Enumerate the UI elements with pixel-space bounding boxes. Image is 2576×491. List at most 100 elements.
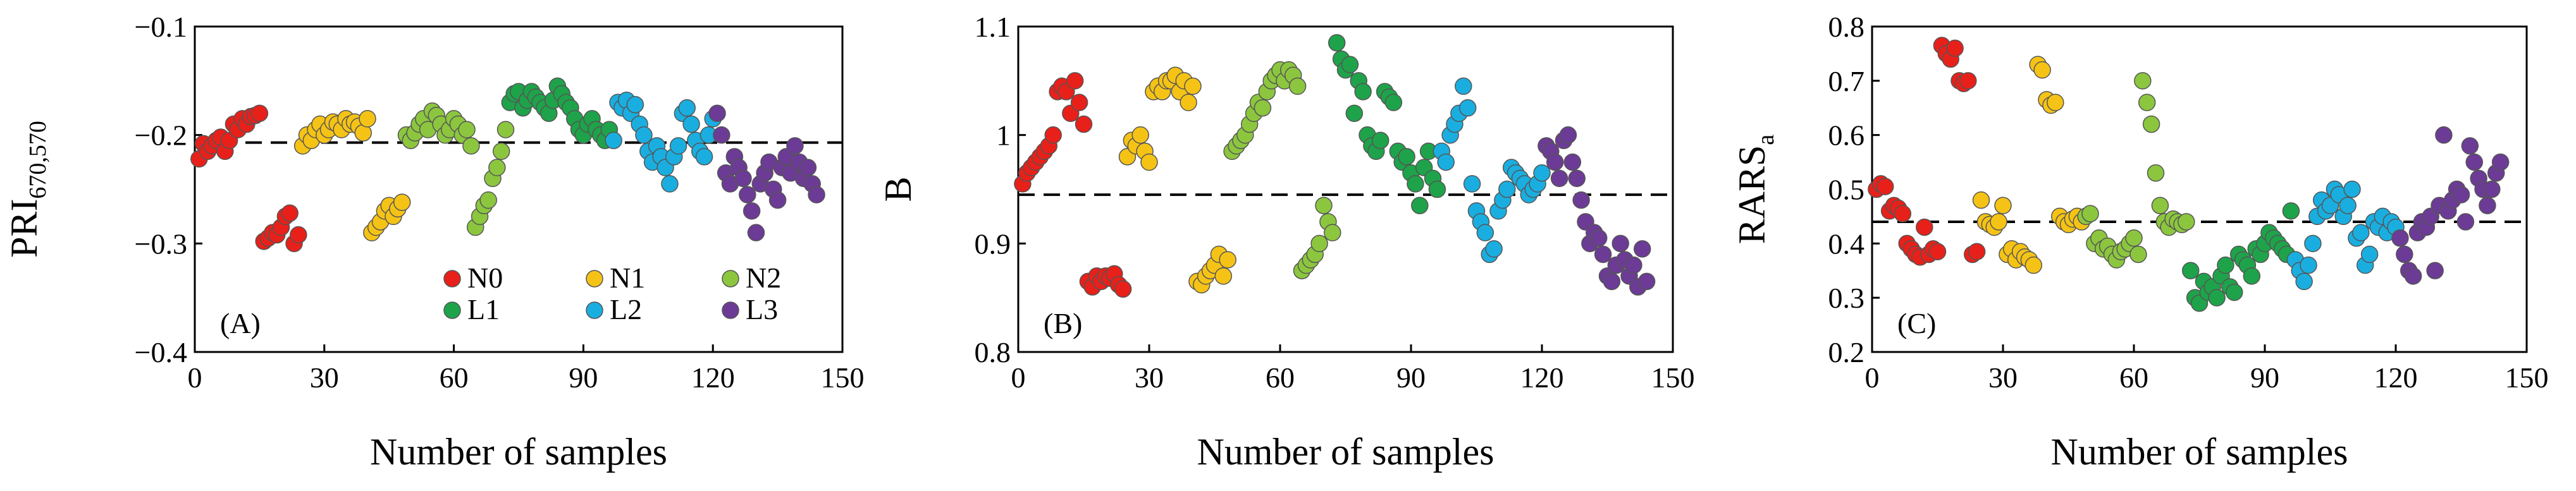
chart-b-point-l3	[1603, 272, 1621, 291]
chart-c-y-axis-title-main: RARS	[1731, 145, 1773, 245]
chart-a-point-n0	[281, 204, 299, 222]
chart-c-point-l3	[2465, 153, 2483, 171]
legend-marker-l2	[586, 301, 603, 319]
chart-b-point-n0	[1114, 280, 1132, 298]
chart-b-point-n1	[1180, 94, 1197, 111]
chart-c-point-n1	[1990, 213, 2007, 231]
chart-a-point-n0	[250, 104, 269, 123]
chart-b-point-l2	[1485, 240, 1503, 258]
chart-c-y-tick-label: 0.2	[1828, 336, 1865, 368]
legend-label-n1: N1	[610, 262, 645, 294]
chart-b-point-l3	[1625, 256, 1642, 274]
chart-c-point-n0	[1959, 72, 1977, 90]
chart-b-point-l1	[1345, 104, 1364, 123]
panel-c: 0.2 0.3 0.4 0.5 0.6 0.7 0.8 0 30 60 90 120 150 Number…	[1731, 11, 2549, 473]
chart-a-point-l2	[669, 137, 687, 155]
chart-b-point-l2	[1437, 153, 1455, 171]
chart-b-point-l3	[1589, 229, 1608, 247]
chart-c-point-n0	[1928, 243, 1947, 260]
chart-b-point-l1	[1407, 175, 1424, 193]
legend-label-l1: L1	[467, 293, 500, 325]
chart-a-x-tick-label: 120	[691, 361, 735, 394]
chart-b-y-tick-label: 1.1	[975, 11, 1011, 43]
chart-a-x-tick-label: 0	[188, 361, 202, 394]
panel-b: 0.8 0.9 1 1.1 0 30 60 90 120 150 Number of samples…	[877, 11, 1695, 473]
chart-c-point-l3	[2491, 153, 2510, 171]
chart-b-y-tick-label: 0.9	[975, 227, 1011, 260]
chart-c-point-l3	[2435, 126, 2453, 144]
chart-c-y-axis-title: RARSa	[1731, 135, 1779, 245]
chart-b-x-tick-label: 90	[1396, 361, 1426, 394]
chart-b-point-l1	[1411, 197, 1429, 214]
chart-b-point-n1	[1131, 126, 1149, 144]
chart-c-point-n1	[2047, 94, 2064, 111]
chart-c-point-n0	[1894, 205, 1912, 222]
chart-a-point-l3	[799, 159, 817, 176]
chart-c-point-l2	[2300, 256, 2317, 274]
chart-b-point-n2	[1288, 77, 1307, 95]
chart-c-x-axis-title: Number of samples	[2051, 431, 2348, 473]
chart-b-x-tick-label: 60	[1266, 361, 1295, 394]
chart-c-point-l3	[2426, 262, 2444, 279]
chart-b-point-n1	[1184, 77, 1202, 95]
panel-a: −0.4 −0.3 −0.2 −0.1 0 30 60 90 120 150 Number of s…	[3, 11, 865, 473]
chart-b-point-l3	[1559, 126, 1577, 144]
chart-a-point-l2	[682, 115, 700, 133]
chart-a-point-n2	[462, 137, 480, 155]
chart-c-point-n0	[1916, 218, 1933, 236]
chart-b-point-n1	[1140, 153, 1158, 171]
chart-c-point-l3	[2404, 267, 2422, 285]
chart-b-point-n2	[1324, 224, 1341, 241]
chart-a-y-axis-title: PRI670,570	[3, 121, 51, 258]
chart-a-x-tick-label: 60	[440, 361, 469, 394]
chart-a-point-l3	[743, 202, 761, 220]
chart-b-point-n2	[1315, 197, 1333, 214]
chart-a-point-l2	[626, 95, 644, 114]
chart-b-x-tick-label: 0	[1011, 361, 1026, 394]
chart-a-point-l3	[808, 186, 825, 203]
chart-c-y-tick-label: 0.3	[1828, 282, 1865, 314]
legend-label-n0: N0	[467, 262, 503, 294]
chart-a-point-n2	[488, 159, 506, 176]
chart-b-point-l1	[1341, 56, 1359, 73]
chart-b-point-l3	[1594, 245, 1612, 264]
chart-a-point-n2	[458, 121, 476, 138]
chart-c-point-l1	[2282, 202, 2300, 220]
chart-a-point-l3	[713, 126, 730, 144]
legend-label-l2: L2	[610, 293, 642, 325]
chart-b-point-l3	[1633, 240, 1651, 258]
chart-b-point-n2	[1310, 234, 1328, 253]
chart-a-x-axis-title: Number of samples	[370, 431, 667, 473]
chart-c-point-n2	[2142, 115, 2160, 133]
chart-c-point-n0	[1968, 243, 1986, 260]
chart-b-point-l2	[1455, 77, 1472, 95]
chart-c-point-n2	[2134, 72, 2152, 90]
chart-a-y-tick-label: −0.1	[135, 11, 187, 43]
chart-c-point-n1	[1972, 191, 1990, 209]
chart-c-point-l3	[2483, 180, 2501, 198]
chart-c-y-tick-label: 0.5	[1828, 174, 1865, 206]
chart-c-point-n0	[1946, 39, 1964, 58]
chart-b-y-axis-title-main: B	[877, 176, 919, 202]
chart-b-point-n0	[1066, 72, 1084, 90]
legend-marker-n0	[443, 270, 461, 288]
chart-c-y-tick-label: 0.6	[1828, 119, 1865, 152]
chart-a-point-l3	[708, 104, 726, 123]
chart-a-point-l3	[739, 186, 756, 203]
chart-a-point-n1	[359, 110, 376, 128]
chart-a-y-axis-title-subscript: 670,570	[25, 121, 51, 199]
chart-b-point-n1	[1219, 251, 1236, 269]
chart-a-point-n2	[496, 121, 515, 138]
chart-a-y-tick-label: −0.4	[135, 336, 187, 368]
chart-a-point-n2	[479, 191, 497, 209]
chart-c-point-l3	[2461, 137, 2479, 155]
chart-b-point-l3	[1572, 191, 1590, 209]
chart-c-point-l3	[2396, 245, 2413, 264]
chart-b-point-n1	[1214, 267, 1233, 285]
chart-a-point-n1	[393, 193, 411, 211]
chart-a-plot-frame	[194, 25, 844, 353]
chart-c-point-n2	[2147, 164, 2165, 182]
chart-b-y-axis-title: B	[877, 176, 919, 202]
chart-b-point-l1	[1384, 94, 1403, 111]
